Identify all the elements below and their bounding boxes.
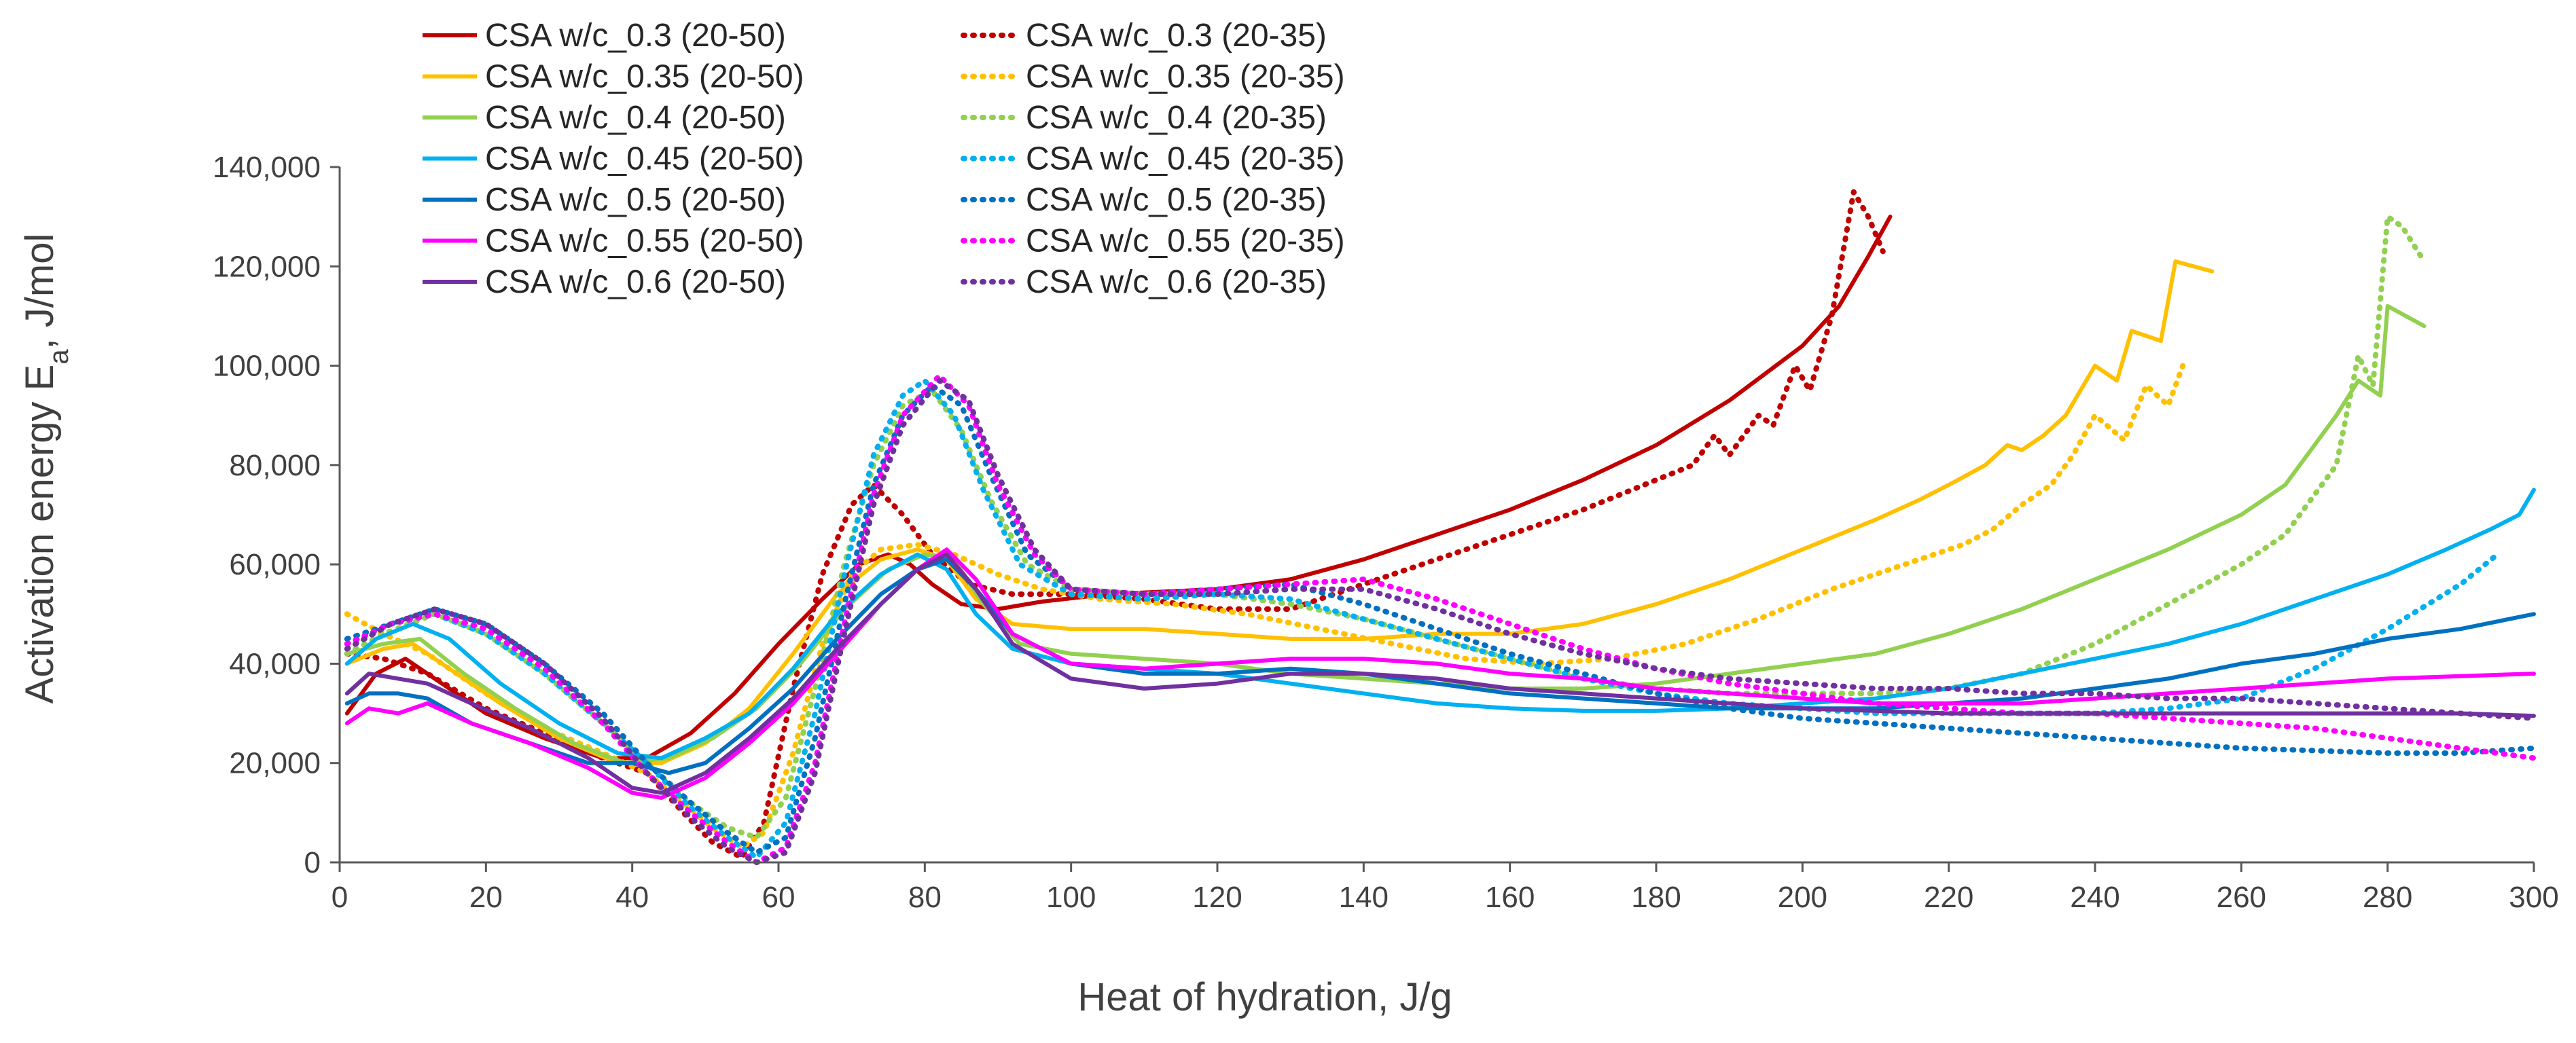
legend-label: CSA w/c_0.45 (20-50) <box>485 141 804 177</box>
x-tick-label: 140 <box>1339 881 1389 914</box>
series-lines <box>344 189 2537 865</box>
y-tick-label: 140,000 <box>213 151 321 184</box>
y-axis-title-unit: , J/mol <box>18 234 62 350</box>
x-tick-label: 160 <box>1485 881 1535 914</box>
x-tick-label: 300 <box>2509 881 2558 914</box>
x-tick-label: 60 <box>762 881 795 914</box>
x-tick-label: 240 <box>2070 881 2119 914</box>
x-tick-label: 40 <box>615 881 649 914</box>
x-tick-label: 80 <box>908 881 942 914</box>
series-line <box>344 378 2537 865</box>
series-line <box>344 552 2536 795</box>
legend-label: CSA w/c_0.35 (20-50) <box>485 59 804 95</box>
legend-label: CSA w/c_0.55 (20-35) <box>1026 223 1345 259</box>
series-line <box>344 547 2536 800</box>
x-tick-label: 180 <box>1631 881 1681 914</box>
x-tick-label: 0 <box>332 881 348 914</box>
x-axis-ticks: 0 20 40 60 80 100 120 140 160 180 200 220 240 260 280 3… <box>332 862 2559 914</box>
x-tick-label: 200 <box>1778 881 1827 914</box>
legend-label: CSA w/c_0.4 (20-35) <box>1026 100 1327 136</box>
series-line <box>344 259 2215 765</box>
x-axis-title: Heat of hydration, J/g <box>1077 975 1452 1019</box>
legend-label: CSA w/c_0.6 (20-50) <box>485 264 786 300</box>
x-tick-label: 220 <box>1924 881 1973 914</box>
y-tick-label: 100,000 <box>213 350 321 383</box>
x-tick-label: 120 <box>1192 881 1242 914</box>
legend-label: CSA w/c_0.4 (20-50) <box>485 100 786 136</box>
legend: CSA w/c_0.3 (20-50) CSA w/c_0.35 (20-50) C… <box>423 18 1345 300</box>
legend-label: CSA w/c_0.3 (20-35) <box>1026 18 1327 54</box>
y-axis-title: Activation energy Ea, J/mol <box>18 234 74 704</box>
legend-label: CSA w/c_0.3 (20-50) <box>485 18 786 54</box>
x-tick-label: 280 <box>2363 881 2412 914</box>
y-tick-label: 80,000 <box>229 449 321 482</box>
y-axis-ticks: 0 20,000 40,000 60,000 80,000 100,000 120,000 1… <box>213 151 340 879</box>
x-tick-label: 100 <box>1046 881 1096 914</box>
y-tick-label: 20,000 <box>229 747 321 780</box>
legend-label: CSA w/c_0.55 (20-50) <box>485 223 804 259</box>
series-line <box>344 214 2427 841</box>
legend-label: CSA w/c_0.35 (20-35) <box>1026 59 1345 95</box>
y-tick-label: 60,000 <box>229 548 321 581</box>
y-tick-label: 120,000 <box>213 250 321 283</box>
x-tick-label: 260 <box>2217 881 2266 914</box>
legend-label: CSA w/c_0.5 (20-35) <box>1026 182 1327 218</box>
x-tick-label: 20 <box>469 881 503 914</box>
y-axis-title-main: Activation energy E <box>18 365 62 704</box>
legend-label: CSA w/c_0.5 (20-50) <box>485 182 786 218</box>
y-tick-label: 0 <box>304 846 321 879</box>
y-axis-title-subscript: a <box>44 349 74 365</box>
y-tick-label: 40,000 <box>229 647 321 680</box>
legend-label: CSA w/c_0.6 (20-35) <box>1026 264 1327 300</box>
legend-label: CSA w/c_0.45 (20-35) <box>1026 141 1345 177</box>
